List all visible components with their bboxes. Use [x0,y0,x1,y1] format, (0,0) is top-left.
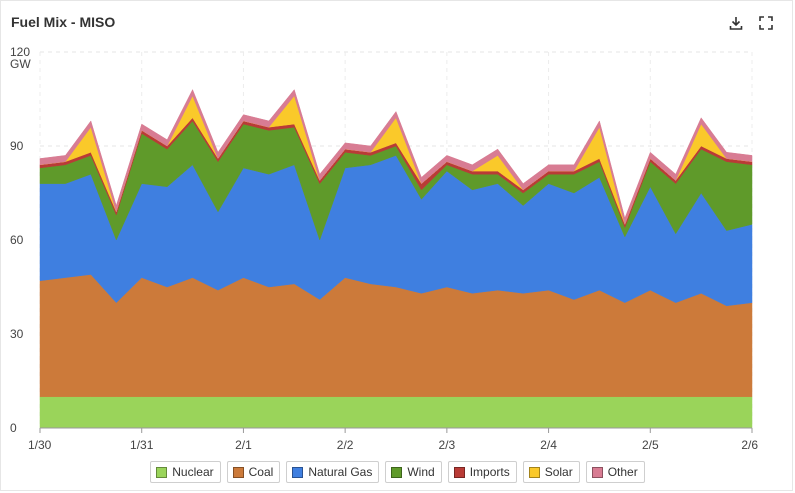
x-tick-label: 2/3 [439,438,456,452]
legend-swatch [528,466,540,478]
legend-swatch [232,466,244,478]
x-tick-label: 2/4 [540,438,557,452]
y-unit-label: GW [10,57,31,71]
area-other[interactable] [39,88,753,226]
legend-label: Solar [544,465,573,479]
y-tick-label: 60 [10,233,24,247]
area-nuclear[interactable] [39,396,753,429]
y-tick-label: 90 [10,139,24,153]
legend-swatch [292,466,304,478]
legend-item-imports[interactable]: Imports [447,461,517,483]
y-tick-label: 30 [10,327,24,341]
legend-item-nuclear[interactable]: Nuclear [150,461,221,483]
legend-item-solar[interactable]: Solar [522,461,580,483]
chart-toolbar [728,15,774,31]
chart-title: Fuel Mix - MISO [11,14,116,30]
y-tick-label: 120 [10,45,30,59]
legend-label: Wind [407,465,435,479]
legend-label: Natural Gas [308,465,373,479]
legend-swatch [453,466,465,478]
legend-label: Nuclear [172,465,214,479]
legend-swatch [156,466,168,478]
legend-swatch [391,466,403,478]
expand-icon[interactable] [758,15,774,31]
legend-label: Other [607,465,638,479]
y-tick-label: 0 [10,421,17,435]
x-tick-label: 2/5 [642,438,659,452]
legend-item-other[interactable]: Other [585,461,645,483]
legend-label: Coal [248,465,274,479]
legend-item-natural-gas[interactable]: Natural Gas [286,461,380,483]
stacked-areas [39,88,753,429]
x-tick-label: 2/2 [337,438,354,452]
legend-item-coal[interactable]: Coal [226,461,281,483]
x-tick-label: 1/30 [28,438,52,452]
legend-swatch [591,466,603,478]
chart-legend: Nuclear Coal Natural Gas Wind Imports Solar Ot… [0,461,795,483]
x-tick-label: 2/6 [741,438,758,452]
legend-label: Imports [469,465,510,479]
x-tick-label: 1/31 [130,438,154,452]
legend-item-wind[interactable]: Wind [385,461,442,483]
x-tick-label: 2/1 [235,438,252,452]
download-icon[interactable] [728,15,744,31]
